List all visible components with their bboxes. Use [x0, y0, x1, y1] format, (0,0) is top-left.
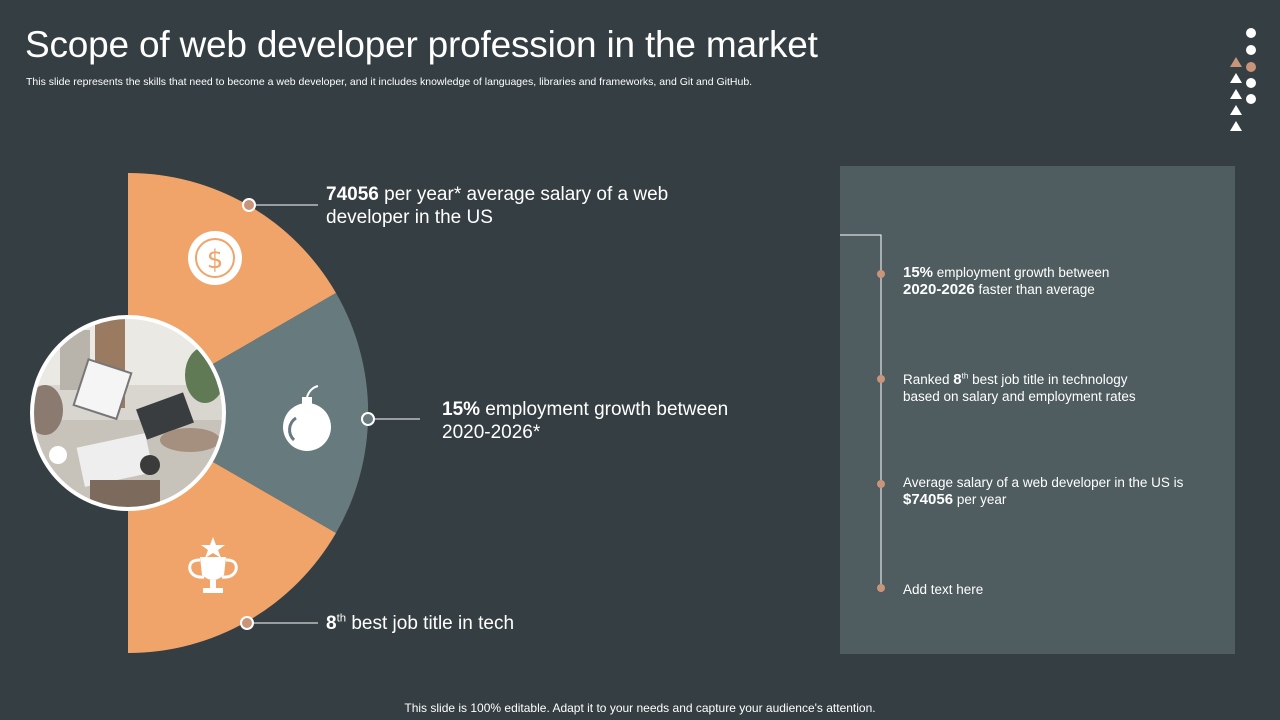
timeline-panel	[840, 166, 1235, 654]
timeline-rank-note: based on salary and employment rates	[903, 389, 1136, 404]
timeline-salary-value: $74056	[903, 491, 954, 508]
decorative-shapes	[1230, 28, 1256, 131]
page-subtitle: This slide represents the skills that ne…	[26, 76, 753, 88]
timeline-rank-value: 8	[953, 371, 962, 388]
callout-rank-sup: th	[336, 612, 347, 625]
timeline-placeholder-text: Add text here	[903, 582, 984, 597]
bomb-icon	[283, 385, 331, 451]
segment-growth	[128, 293, 369, 533]
callout-rank: 8th best job title in tech	[326, 612, 626, 635]
callout-growth-value: 15%	[442, 399, 481, 420]
timeline-growth-value: 15%	[903, 264, 934, 281]
timeline-rank-sup: th	[961, 371, 969, 381]
footer-note: This slide is 100% editable. Adapt it to…	[404, 701, 876, 715]
callout-salary-text: per year* average salary of a web develo…	[326, 184, 669, 228]
page-title: Scope of web developer profession in the…	[25, 24, 818, 65]
timeline-rank-text: best job title in technology	[968, 372, 1128, 387]
timeline-salary-unit: per year	[953, 492, 1007, 507]
callout-growth-text: employment growth between 2020-2026*	[442, 399, 729, 443]
dollar-icon: $	[188, 231, 242, 285]
callout-rank-value: 8	[326, 613, 337, 634]
timeline-item-rank: Ranked 8th best job title in technology …	[903, 371, 1203, 405]
svg-text:$: $	[207, 245, 224, 275]
timeline-item-placeholder: Add text here	[903, 581, 1203, 598]
segment-fan: $	[30, 172, 420, 654]
timeline-growth-note: faster than average	[974, 282, 1095, 297]
timeline-line	[840, 234, 885, 592]
trophy-icon	[188, 537, 238, 593]
timeline-growth-period: 2020-2026	[903, 281, 975, 298]
callout-salary-value: 74056	[326, 184, 379, 205]
callout-salary: 74056 per year* average salary of a web …	[326, 183, 686, 229]
callout-growth: 15% employment growth between 2020-2026*	[442, 398, 742, 444]
timeline-growth-text: employment growth between	[933, 265, 1110, 280]
timeline-salary-text: Average salary of a web developer in the…	[903, 475, 1184, 490]
timeline-item-salary: Average salary of a web developer in the…	[903, 474, 1203, 508]
callout-rank-text: best job title in tech	[346, 613, 515, 634]
timeline-rank-prefix: Ranked	[903, 372, 954, 387]
timeline-item-growth: 15% employment growth between 2020-2026 …	[903, 264, 1203, 298]
